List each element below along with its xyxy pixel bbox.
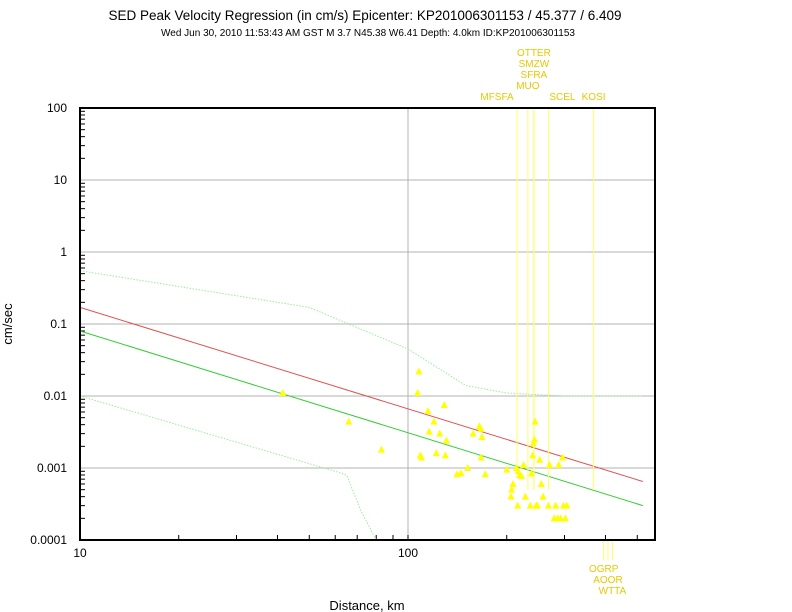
data-point [555, 461, 563, 469]
y-tick-label: 0.1 [50, 317, 67, 331]
data-point [425, 427, 433, 435]
data-point [557, 514, 565, 522]
confidence-bound-line [79, 270, 643, 397]
station-label: OGRP [589, 564, 619, 575]
data-points [279, 367, 571, 522]
data-point [526, 501, 534, 509]
data-point [508, 485, 516, 493]
y-tick-labels: 100 10 1 0.1 0.01 0.001 0.0001 [30, 101, 67, 547]
regression-line [79, 330, 643, 507]
grid [79, 107, 655, 541]
x-tick-label: 100 [398, 546, 418, 560]
x-tick-label: 10 [73, 546, 87, 560]
data-point [537, 479, 545, 487]
data-point [529, 451, 537, 459]
data-point [536, 455, 544, 463]
y-tick-label: 10 [54, 173, 68, 187]
data-point [469, 429, 477, 437]
data-point [441, 451, 449, 459]
data-point [503, 465, 511, 473]
y-tick-label: 0.001 [37, 461, 67, 475]
confidence-bound-line [79, 395, 377, 541]
station-label: SFRA [521, 70, 548, 81]
data-point [530, 435, 538, 443]
station-label: MFSFA [480, 92, 514, 103]
data-point [533, 501, 541, 509]
data-point [544, 501, 552, 509]
data-point [430, 417, 438, 425]
data-point [478, 432, 486, 440]
data-point [509, 479, 517, 487]
station-label: WTTA [599, 586, 627, 597]
data-point [521, 492, 529, 500]
data-point [440, 400, 448, 408]
y-tick-label: 100 [47, 101, 67, 115]
regression-lines [79, 270, 643, 541]
data-point [507, 492, 515, 500]
chart-title: SED Peak Velocity Regression (in cm/s) E… [108, 8, 621, 23]
station-label: SMZW [519, 59, 550, 70]
y-axis-label: cm/sec [0, 303, 15, 345]
y-tick-label: 1 [60, 245, 67, 259]
data-point [457, 469, 465, 477]
data-point [552, 501, 560, 509]
data-point [377, 445, 385, 453]
data-point [442, 436, 450, 444]
station-label: KOSI [582, 92, 606, 103]
station-label: MUO [516, 81, 540, 92]
data-point [345, 417, 353, 425]
station-label: OTTER [517, 48, 551, 59]
x-axis-label: Distance, km [329, 598, 404, 612]
data-point [531, 417, 539, 425]
data-point [415, 367, 423, 375]
chart-subtitle: Wed Jun 30, 2010 11:53:43 AM GST M 3.7 N… [161, 28, 575, 39]
data-point [529, 439, 537, 447]
data-point [481, 470, 489, 478]
data-point [279, 389, 287, 397]
data-point [518, 472, 526, 480]
data-point [414, 389, 422, 397]
data-point [424, 406, 432, 414]
data-point [539, 492, 547, 500]
data-point [432, 449, 440, 457]
data-point [520, 461, 528, 469]
x-tick-labels: 10 100 [73, 546, 418, 560]
regression-line [79, 306, 643, 482]
data-point [514, 501, 522, 509]
y-tick-label: 0.0001 [30, 533, 67, 547]
data-point [545, 461, 553, 469]
station-label: AOOR [593, 575, 622, 586]
data-point [561, 514, 569, 522]
data-point [563, 501, 571, 509]
station-label: SCEL [549, 92, 576, 103]
data-point [436, 429, 444, 437]
plot-frame [79, 107, 656, 541]
data-point [464, 464, 472, 471]
data-point [528, 469, 536, 477]
data-point [477, 453, 485, 461]
data-point [559, 453, 567, 461]
data-point [477, 424, 485, 432]
y-tick-label: 0.01 [44, 389, 68, 403]
data-point [418, 453, 426, 461]
